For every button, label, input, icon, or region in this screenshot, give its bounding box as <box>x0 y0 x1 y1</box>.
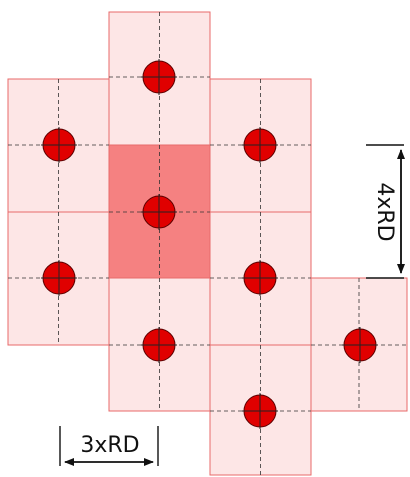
vertical-dimension: 4xRD <box>366 144 405 279</box>
dot-group <box>41 59 378 429</box>
cell-group <box>7 11 408 476</box>
vertical-dimension-label: 4xRD <box>372 182 397 241</box>
horizontal-dimension-label: 3xRD <box>80 433 139 458</box>
horizontal-dimension: 3xRD <box>59 426 159 466</box>
